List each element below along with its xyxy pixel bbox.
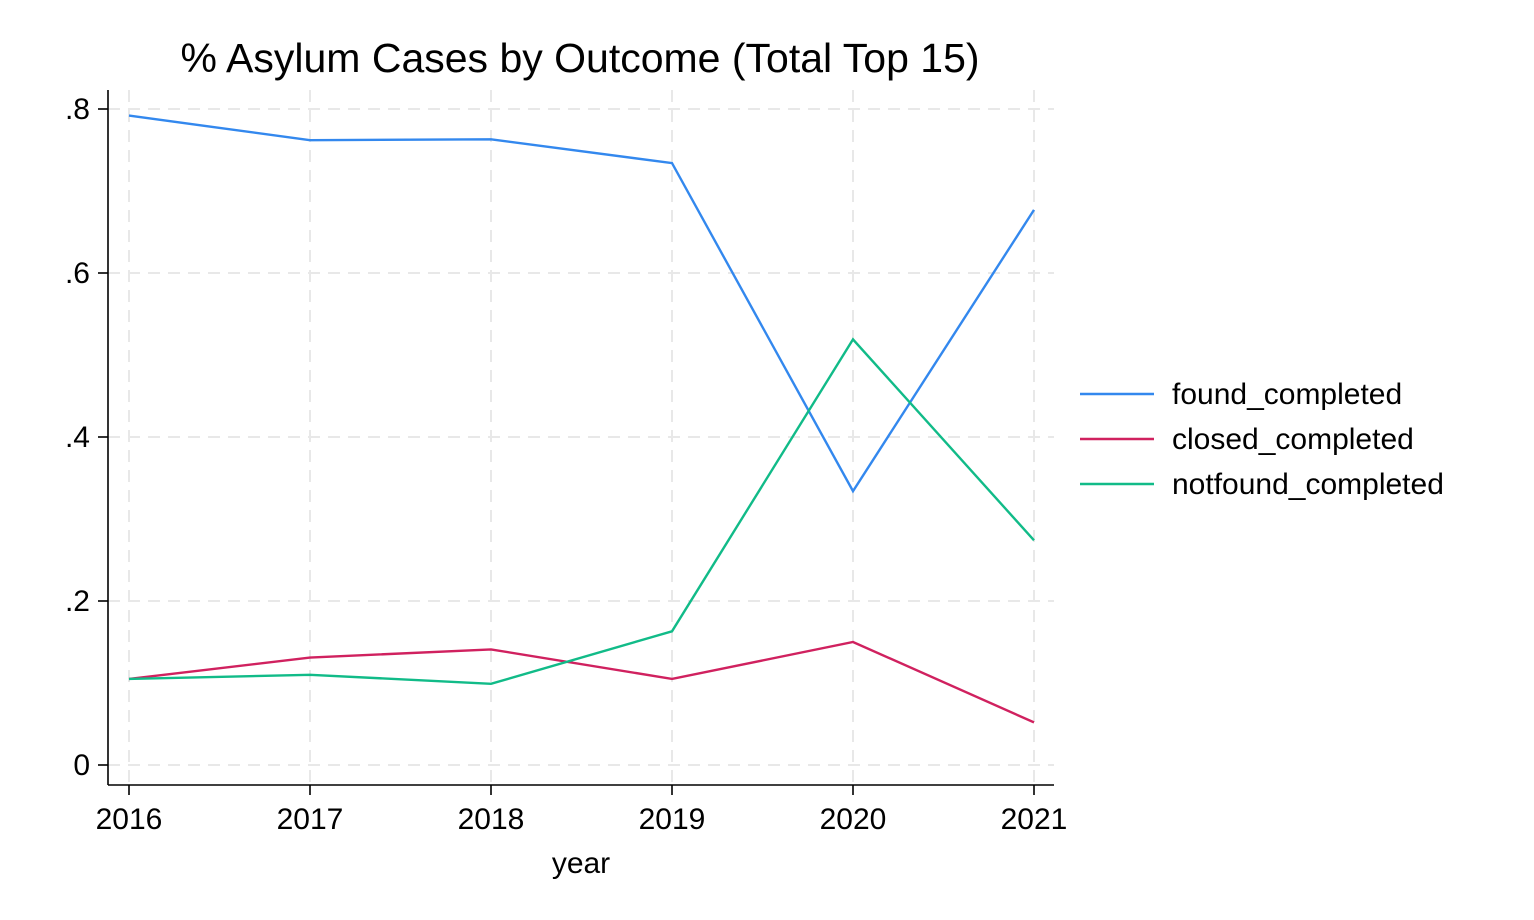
grid — [108, 90, 1054, 785]
legend: found_completed closed_completed notfound_… — [1080, 378, 1444, 501]
chart-title: % Asylum Cases by Outcome (Total Top 15) — [180, 35, 979, 81]
x-tick-label-5: 2021 — [1001, 803, 1068, 836]
y-tick-label-3: .6 — [65, 257, 90, 290]
x-tick-label-0: 2016 — [96, 803, 163, 836]
x-axis-label: year — [552, 847, 610, 880]
y-tick-label-0: 0 — [73, 749, 90, 782]
series-line-notfound_completed — [128, 337, 1035, 686]
x-tick-label-3: 2019 — [639, 803, 706, 836]
series-line-found_completed — [128, 114, 1036, 494]
legend-label-notfound_completed: notfound_completed — [1172, 468, 1444, 501]
x-axis-ticks: 2016 2017 2018 2019 2020 2021 — [96, 785, 1068, 836]
x-tick-label-2: 2018 — [458, 803, 525, 836]
y-tick-label-2: .4 — [65, 421, 90, 454]
y-axis-ticks: 0 .2 .4 .6 .8 — [65, 93, 108, 782]
y-tick-label-1: .2 — [65, 585, 90, 618]
legend-label-closed_completed: closed_completed — [1172, 423, 1414, 456]
x-tick-label-1: 2017 — [277, 803, 344, 836]
series — [128, 114, 1036, 724]
x-tick-label-4: 2020 — [820, 803, 887, 836]
y-tick-label-4: .8 — [65, 93, 90, 126]
series-line-closed_completed — [128, 640, 1035, 724]
legend-label-found_completed: found_completed — [1172, 378, 1402, 411]
